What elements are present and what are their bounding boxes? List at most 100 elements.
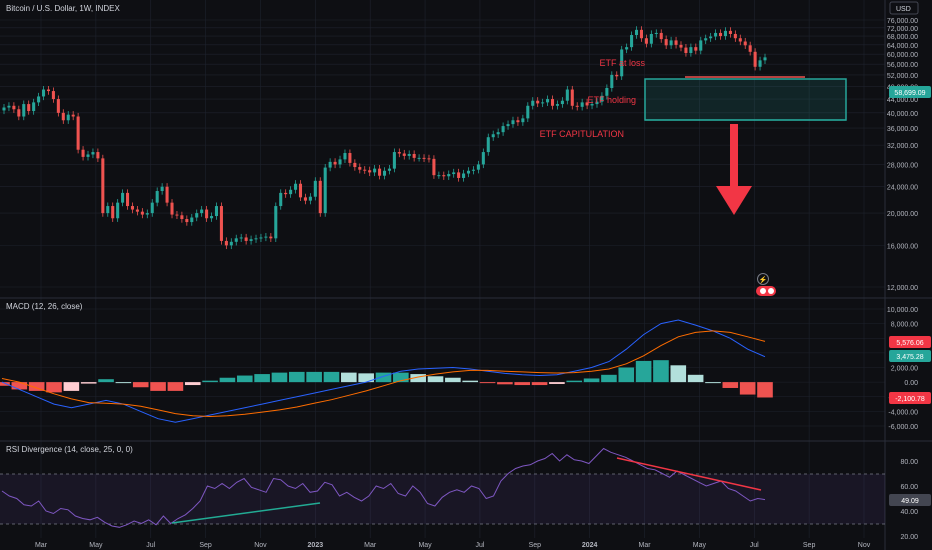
candle-body bbox=[22, 104, 26, 117]
macd-histogram-bar bbox=[445, 377, 461, 383]
price-tick-label: 36,000.00 bbox=[887, 126, 918, 133]
candle-body bbox=[363, 169, 367, 171]
price-tick-label: 40,000.00 bbox=[887, 111, 918, 118]
candle-body bbox=[699, 40, 703, 51]
candle-body bbox=[17, 109, 21, 117]
candle-body bbox=[457, 172, 461, 178]
candle-body bbox=[575, 105, 579, 107]
event-flag-icon[interactable]: ⚡ bbox=[757, 273, 769, 285]
macd-tick-label: 10,000.00 bbox=[887, 307, 918, 314]
signal-line bbox=[1, 330, 766, 418]
rsi-value-tag bbox=[889, 494, 931, 506]
candle-body bbox=[323, 167, 327, 214]
macd-histogram-bar bbox=[323, 371, 340, 383]
down-arrow-icon[interactable] bbox=[716, 124, 752, 215]
candle-body bbox=[126, 192, 130, 207]
candle-body bbox=[368, 170, 372, 173]
candle-body bbox=[12, 105, 16, 110]
macd-histogram-bar bbox=[236, 375, 253, 383]
candle-body bbox=[481, 152, 485, 165]
histogram-value-tag bbox=[889, 392, 931, 404]
candle-body bbox=[244, 237, 248, 241]
candle-body bbox=[229, 241, 233, 246]
macd-tick-label: -6,000.00 bbox=[888, 424, 918, 431]
rsi-bearish-divergence-line[interactable] bbox=[616, 457, 762, 491]
candle-body bbox=[422, 157, 426, 159]
candle-body bbox=[343, 153, 347, 160]
candle-body bbox=[437, 175, 441, 177]
macd-histogram-bar bbox=[80, 382, 97, 384]
macd-histogram-bar bbox=[63, 382, 80, 391]
candle-body bbox=[704, 38, 708, 41]
candle-body bbox=[427, 158, 431, 160]
macd-histogram-bar bbox=[705, 382, 721, 384]
candle-body bbox=[32, 102, 36, 112]
macd-histogram-bar bbox=[549, 382, 565, 384]
macd-title: MACD (12, 26, close) bbox=[6, 302, 83, 311]
macd-value: 3,475.28 bbox=[896, 354, 923, 361]
macd-histogram-bar bbox=[358, 373, 374, 383]
time-tick-label: Jul bbox=[146, 542, 155, 549]
candle-body bbox=[210, 216, 214, 219]
macd-histogram-bar bbox=[115, 382, 132, 384]
etf-holding-label: ETF holding bbox=[587, 95, 636, 105]
candle-body bbox=[289, 189, 293, 195]
svg-text:⚡: ⚡ bbox=[759, 275, 768, 284]
candle-body bbox=[66, 114, 70, 121]
currency-badge[interactable] bbox=[889, 1, 919, 15]
candle-body bbox=[471, 169, 475, 171]
macd-histogram-bar bbox=[479, 382, 496, 384]
candle-body bbox=[150, 202, 154, 214]
macd-histogram-bar bbox=[341, 372, 357, 383]
earnings-badge-icon[interactable] bbox=[756, 286, 776, 296]
rsi-tick-label: 80.00 bbox=[900, 459, 918, 466]
candle-body bbox=[308, 196, 312, 201]
macd-tick-label: 2,000.00 bbox=[891, 366, 918, 373]
rsi-axis: 80.00 60.00 40.00 20.00 bbox=[900, 459, 918, 541]
macd-histogram-bar bbox=[601, 374, 617, 383]
time-tick-label: Nov bbox=[858, 542, 871, 549]
candle-body bbox=[165, 186, 169, 203]
candle-body bbox=[674, 40, 678, 45]
candle-body bbox=[313, 180, 317, 197]
rsi-bullish-divergence-line[interactable] bbox=[171, 502, 321, 524]
macd-histogram-bar bbox=[531, 382, 548, 386]
candle-body bbox=[432, 158, 436, 176]
signal-value-tag bbox=[889, 336, 931, 348]
candle-body bbox=[496, 132, 500, 135]
candle-body bbox=[536, 100, 540, 104]
time-tick-label: Sep bbox=[529, 542, 542, 549]
price-tick-label: 60,000.00 bbox=[887, 52, 918, 59]
candle-body bbox=[669, 40, 673, 46]
etf-holding-zone[interactable] bbox=[644, 78, 847, 121]
candle-body bbox=[101, 158, 105, 214]
candle-body bbox=[466, 170, 471, 174]
last-price-tag bbox=[889, 86, 931, 98]
rsi-tick-label: 40.00 bbox=[900, 509, 918, 516]
candle-body bbox=[684, 47, 688, 53]
candle-body bbox=[664, 39, 668, 46]
macd-histogram bbox=[0, 360, 773, 398]
macd-histogram-bar bbox=[687, 374, 704, 383]
candle-body bbox=[555, 104, 559, 106]
time-tick-label: Mar bbox=[639, 542, 652, 549]
candle-body bbox=[130, 206, 135, 210]
candle-body bbox=[185, 219, 189, 223]
price-tick-label: 64,000.00 bbox=[887, 43, 918, 50]
candle-body bbox=[738, 38, 742, 42]
candle-body bbox=[644, 38, 648, 44]
candle-body bbox=[610, 74, 614, 88]
candle-body bbox=[121, 192, 125, 203]
candle-body bbox=[318, 180, 322, 214]
macd-histogram-bar bbox=[410, 374, 426, 383]
candle-body bbox=[723, 30, 727, 37]
candle-body bbox=[590, 104, 594, 106]
candle-body bbox=[298, 183, 303, 198]
candle-body bbox=[447, 174, 451, 177]
candle-body bbox=[170, 202, 174, 215]
candle-body bbox=[135, 209, 139, 212]
candle-body bbox=[303, 197, 307, 201]
candle-body bbox=[358, 167, 362, 170]
